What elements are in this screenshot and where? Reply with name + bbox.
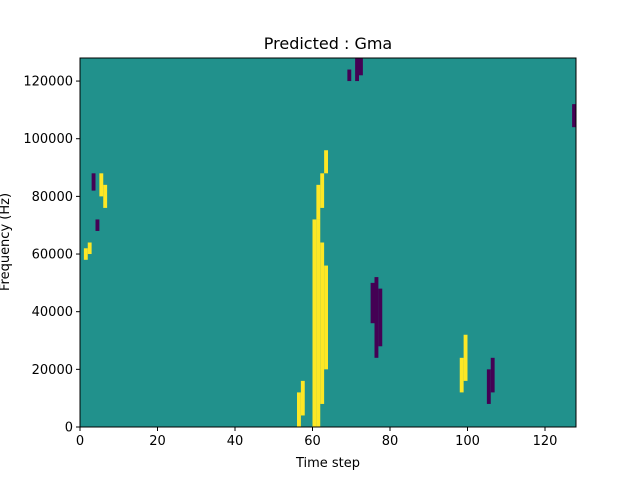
y-tick-label: 0 [65, 421, 73, 436]
y-tick-label: 40000 [32, 305, 73, 320]
heatmap-cell-11 [359, 58, 363, 76]
heatmap-cell-9 [378, 288, 383, 347]
x-tick-label: 60 [304, 434, 321, 449]
x-tick-label: 40 [227, 434, 244, 449]
y-tick-label: 120000 [23, 75, 73, 90]
heatmap-cell-13 [297, 392, 301, 427]
heatmap-cell-3 [324, 265, 328, 370]
heatmap-cell-7 [370, 282, 375, 324]
heatmap-cell-1 [316, 219, 321, 427]
x-axis-ticks: 0 20 40 60 80 100 120 [76, 427, 558, 449]
heatmap-cell-5 [320, 173, 325, 208]
heatmap-cell-16 [463, 334, 468, 381]
heatmap-cell-23 [95, 219, 100, 231]
heatmap-cell-22 [91, 173, 96, 191]
plot-area [79, 57, 577, 428]
y-tick-label: 20000 [32, 363, 73, 378]
chart-title: Predicted : Gma [264, 34, 392, 53]
x-tick-label: 20 [149, 434, 166, 449]
y-tick-label: 80000 [32, 190, 73, 205]
heatmap-cell-17 [486, 369, 491, 404]
heatmap-cell-2 [320, 242, 325, 404]
heatmap-cell-18 [490, 357, 495, 393]
heatmap-cells [83, 58, 576, 427]
plot-frame [79, 57, 577, 428]
heatmap-cell-6 [324, 150, 328, 174]
heatmap-cell-0 [312, 219, 317, 427]
heatmap-cell-20 [83, 248, 88, 260]
heatmap-cell-15 [459, 357, 464, 393]
x-axis-label: Time step [295, 456, 360, 471]
x-tick-label: 0 [76, 434, 84, 449]
x-tick-label: 120 [533, 434, 558, 449]
heatmap-cell-21 [87, 242, 92, 255]
plot-background [80, 58, 576, 427]
heatmap-cell-25 [103, 184, 108, 208]
y-tick-label: 60000 [32, 248, 73, 263]
heatmap-cell-14 [300, 380, 305, 416]
y-axis-ticks: 0 20000 40000 60000 80000 100000 120000 [23, 75, 80, 436]
heatmap-cell-12 [347, 69, 352, 82]
x-tick-label: 80 [382, 434, 399, 449]
heatmap-cell-8 [374, 277, 379, 358]
heatmap-cell-24 [99, 173, 104, 197]
y-tick-label: 100000 [23, 132, 73, 147]
y-axis-label: Frequency (Hz) [0, 193, 13, 291]
heatmap-cell-4 [316, 184, 321, 220]
heatmap-cell-10 [355, 58, 359, 82]
x-tick-label: 100 [455, 434, 480, 449]
heatmap-cell-19 [572, 104, 576, 128]
